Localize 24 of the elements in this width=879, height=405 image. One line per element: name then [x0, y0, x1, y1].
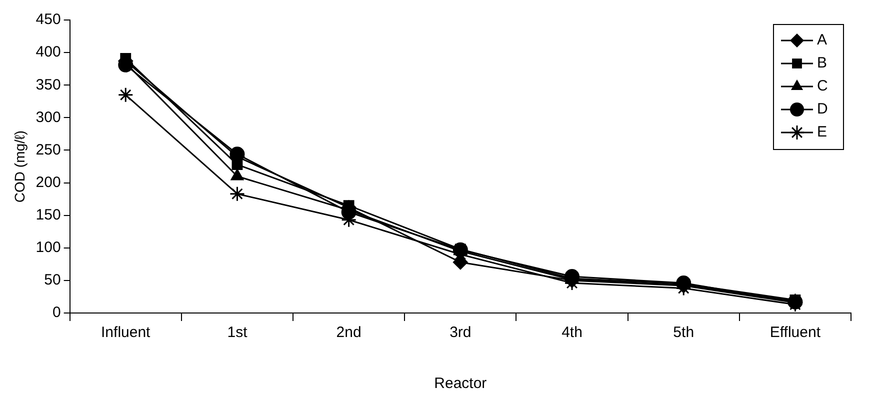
x-axis-title: Reactor — [434, 375, 487, 392]
legend-label: C — [817, 78, 828, 95]
y-tick-label: 250 — [36, 141, 61, 158]
x-tick-label: Effluent — [770, 324, 822, 342]
y-tick-label: 150 — [36, 206, 61, 224]
x-tick-label: Influent — [101, 324, 152, 342]
y-tick-label: 50 — [44, 272, 61, 289]
legend-label: D — [817, 100, 828, 118]
x-tick-label: 1st — [227, 324, 248, 342]
y-axis-title: COD (mg/ℓ) — [11, 130, 28, 203]
x-tick-label: 5th — [673, 324, 694, 342]
y-tick-label: 400 — [36, 44, 61, 61]
y-tick-label: 0 — [52, 304, 61, 322]
x-tick-label: 2nd — [336, 324, 362, 342]
legend-label: B — [817, 54, 828, 72]
legend-label: E — [817, 124, 828, 141]
y-tick-label: 300 — [36, 108, 61, 126]
x-tick-label: 4th — [562, 324, 582, 342]
x-tick-label: 3rd — [450, 324, 472, 342]
y-tick-label: 350 — [36, 76, 61, 94]
y-tick-label: 200 — [36, 174, 61, 191]
y-tick-label: 450 — [36, 11, 61, 28]
y-tick-label: 100 — [36, 239, 61, 256]
legend-label: A — [817, 32, 828, 49]
